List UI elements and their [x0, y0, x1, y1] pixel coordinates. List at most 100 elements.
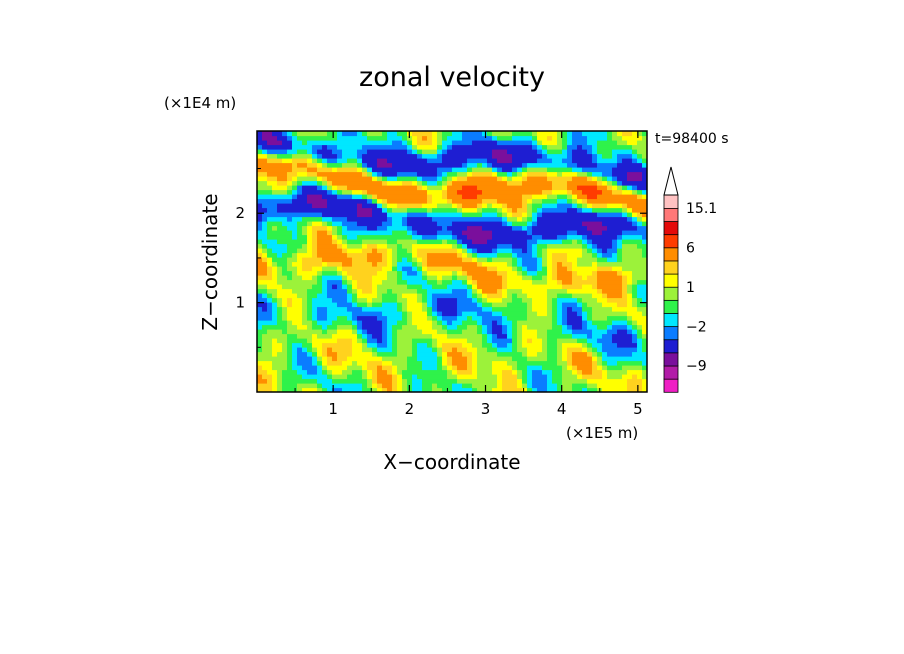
- contour-cell: [372, 378, 378, 384]
- contour-cell: [492, 252, 498, 258]
- contour-cell: [437, 329, 443, 335]
- contour-cell: [332, 189, 338, 195]
- contour-cell: [582, 279, 588, 285]
- contour-cell: [272, 144, 278, 150]
- contour-cell: [332, 365, 338, 371]
- contour-cell: [612, 176, 618, 182]
- contour-cell: [507, 306, 513, 312]
- contour-cell: [547, 315, 553, 321]
- contour-cell: [317, 131, 323, 137]
- contour-cell: [257, 167, 263, 173]
- contour-cell: [502, 207, 508, 213]
- contour-cell: [447, 369, 453, 375]
- contour-cell: [287, 185, 293, 191]
- contour-cell: [412, 189, 418, 195]
- contour-cell: [267, 194, 273, 200]
- contour-cell: [422, 347, 428, 353]
- contour-cell: [362, 185, 368, 191]
- contour-cell: [612, 167, 618, 173]
- contour-cell: [332, 131, 338, 137]
- contour-cell: [507, 338, 513, 344]
- contour-cell: [587, 185, 593, 191]
- contour-cell: [552, 261, 558, 267]
- contour-cell: [592, 311, 598, 317]
- contour-cell: [527, 243, 533, 249]
- contour-cell: [482, 275, 488, 281]
- contour-cell: [447, 221, 453, 227]
- contour-cell: [607, 158, 613, 164]
- contour-cell: [642, 180, 647, 186]
- contour-cell: [612, 315, 618, 321]
- contour-cell: [407, 302, 413, 308]
- contour-cell: [302, 135, 308, 141]
- contour-cell: [527, 261, 533, 267]
- contour-cell: [497, 324, 503, 330]
- contour-cell: [382, 207, 388, 213]
- contour-cell: [287, 252, 293, 258]
- contour-cell: [322, 387, 328, 392]
- contour-cell: [482, 180, 488, 186]
- contour-cell: [582, 243, 588, 249]
- contour-cell: [592, 153, 598, 159]
- contour-cell: [412, 365, 418, 371]
- contour-cell: [312, 131, 318, 137]
- contour-cell: [297, 248, 303, 254]
- contour-cell: [267, 189, 273, 195]
- contour-cell: [492, 167, 498, 173]
- contour-cell: [377, 198, 383, 204]
- contour-cell: [437, 207, 443, 213]
- contour-cell: [567, 162, 573, 168]
- contour-cell: [372, 149, 378, 155]
- contour-cell: [287, 144, 293, 150]
- contour-cell: [587, 347, 593, 353]
- contour-cell: [257, 383, 263, 389]
- contour-cell: [517, 347, 523, 353]
- contour-cell: [492, 387, 498, 392]
- contour-cell: [402, 293, 408, 299]
- contour-cell: [327, 369, 333, 375]
- contour-cell: [302, 288, 308, 294]
- contour-cell: [362, 234, 368, 240]
- contour-cell: [597, 306, 603, 312]
- contour-cell: [477, 185, 483, 191]
- contour-cell: [627, 234, 633, 240]
- contour-cell: [272, 351, 278, 357]
- contour-cell: [597, 333, 603, 339]
- contour-cell: [522, 230, 528, 236]
- contour-cell: [457, 194, 463, 200]
- contour-cell: [372, 360, 378, 366]
- contour-cell: [582, 383, 588, 389]
- contour-cell: [572, 234, 578, 240]
- contour-cell: [522, 342, 528, 348]
- contour-cell: [492, 360, 498, 366]
- contour-cell: [487, 176, 493, 182]
- contour-cell: [437, 257, 443, 263]
- contour-cell: [362, 149, 368, 155]
- contour-cell: [257, 234, 263, 240]
- contour-cell: [482, 365, 488, 371]
- contour-cell: [262, 302, 268, 308]
- contour-cell: [302, 275, 308, 281]
- contour-cell: [632, 387, 638, 392]
- contour-cell: [607, 378, 613, 384]
- contour-cell: [522, 252, 528, 258]
- contour-cell: [342, 131, 348, 137]
- contour-cell: [367, 338, 373, 344]
- contour-cell: [472, 365, 478, 371]
- contour-cell: [427, 293, 433, 299]
- contour-cell: [532, 176, 538, 182]
- contour-cell: [397, 203, 403, 209]
- contour-cell: [597, 329, 603, 335]
- contour-cell: [607, 347, 613, 353]
- contour-cell: [452, 311, 458, 317]
- contour-cell: [267, 378, 273, 384]
- contour-cell: [297, 324, 303, 330]
- contour-cell: [552, 284, 558, 290]
- contour-cell: [552, 270, 558, 276]
- contour-cell: [372, 158, 378, 164]
- contour-cell: [322, 338, 328, 344]
- contour-cell: [317, 198, 323, 204]
- contour-cell: [297, 171, 303, 177]
- contour-cell: [412, 342, 418, 348]
- contour-cell: [392, 243, 398, 249]
